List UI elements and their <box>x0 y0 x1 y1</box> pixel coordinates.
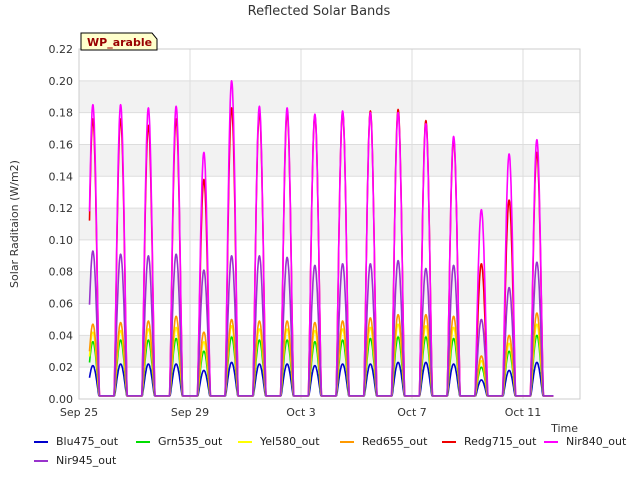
legend-item: Nir840_out <box>544 435 626 448</box>
y-tick-label: 0.00 <box>49 393 74 406</box>
legend-item: Blu475_out <box>34 435 118 448</box>
y-tick-label: 0.04 <box>49 329 74 342</box>
legend-item: Nir945_out <box>34 454 116 467</box>
legend-item: Grn535_out <box>136 435 222 448</box>
x-tick-label: Sep 25 <box>60 406 98 419</box>
legend-swatch <box>544 440 558 443</box>
annotation-label: WP_arable <box>87 36 152 49</box>
y-tick-label: 0.14 <box>49 170 74 183</box>
legend-label: Nir840_out <box>566 435 627 448</box>
plot-frame <box>78 48 581 400</box>
y-tick-label: 0.16 <box>49 138 74 151</box>
plot-band <box>79 144 580 177</box>
legend-label: Grn535_out <box>158 435 223 448</box>
legend-swatch <box>34 440 48 443</box>
plot-band <box>79 208 580 240</box>
series-line-nir945_out <box>88 250 554 397</box>
legend-swatch <box>340 440 354 443</box>
x-tick-labels: Sep 25 Sep 29 Oct 3 Oct 7 Oct 11 <box>60 406 541 419</box>
y-tick-label: 0.20 <box>49 75 74 88</box>
y-axis-label: Solar Raditaion (W/m2) <box>8 160 21 288</box>
plot-band <box>79 80 580 113</box>
legend-item: Redg715_out <box>442 435 536 448</box>
chart-title: Reflected Solar Bands <box>248 4 391 19</box>
legend-swatch <box>238 440 252 443</box>
annotation-box: WP_arable <box>80 32 158 51</box>
legend-swatch <box>136 440 150 443</box>
x-tick-label: Oct 7 <box>397 406 427 419</box>
legend-label: Red655_out <box>362 435 428 448</box>
y-tick-label: 0.02 <box>49 361 74 374</box>
legend-label: Blu475_out <box>56 435 119 448</box>
y-tick-labels: 0.00 0.02 0.04 0.06 0.08 0.10 0.12 0.14 0.16 0.18… <box>49 43 74 406</box>
series-layer <box>88 80 554 397</box>
x-tick-label: Oct 3 <box>286 406 316 419</box>
legend-swatch <box>34 459 48 462</box>
legend-label: Nir945_out <box>56 454 117 467</box>
legend-item: Yel580_out <box>238 435 320 448</box>
plot-background <box>79 80 580 368</box>
x-tick-label: Oct 11 <box>505 406 542 419</box>
y-tick-label: 0.12 <box>49 202 74 215</box>
x-axis-label: Time <box>550 422 578 435</box>
x-tick-label: Sep 29 <box>171 406 209 419</box>
y-tick-label: 0.06 <box>49 298 74 311</box>
legend-label: Redg715_out <box>464 435 537 448</box>
legend-swatch <box>442 440 456 443</box>
y-tick-label: 0.08 <box>49 266 74 279</box>
legend-label: Yel580_out <box>260 435 320 448</box>
plot-band <box>79 335 580 368</box>
y-tick-label: 0.18 <box>49 107 74 120</box>
y-tick-label: 0.22 <box>49 43 74 56</box>
legend-item: Red655_out <box>340 435 427 448</box>
plot-band <box>79 271 580 304</box>
y-tick-label: 0.10 <box>49 234 74 247</box>
